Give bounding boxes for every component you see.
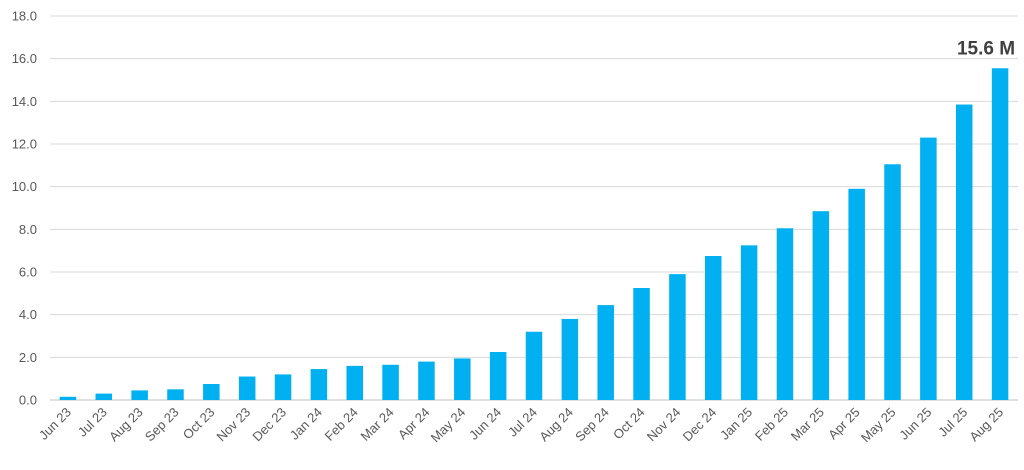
bar: [955, 104, 973, 401]
bar: [669, 274, 686, 400]
x-tick-label: Mar 24: [357, 405, 396, 444]
y-tick-label: 18.0: [12, 9, 37, 24]
bar: [561, 318, 579, 400]
x-tick-label: Apr 24: [395, 405, 433, 443]
bar: [274, 374, 292, 400]
bar: [812, 211, 830, 400]
bar: [346, 365, 363, 400]
x-tick-label: Jun 24: [466, 405, 504, 443]
x-tick-label: Jan 25: [717, 405, 755, 443]
y-tick-label: 2.0: [19, 350, 37, 365]
bar: [776, 228, 794, 400]
y-tick-label: 8.0: [19, 222, 37, 237]
bar: [454, 358, 471, 400]
bar: [920, 137, 937, 400]
y-tick-label: 16.0: [12, 51, 37, 66]
y-tick-label: 14.0: [12, 94, 37, 109]
x-tick-label: Aug 24: [536, 405, 576, 445]
x-tick-label: Nov 24: [644, 405, 684, 445]
x-tick-label: May 24: [428, 405, 469, 446]
x-tick-label: Jul 23: [75, 405, 110, 440]
bar: [597, 305, 614, 400]
bar: [705, 256, 722, 400]
x-tick-label: May 25: [858, 405, 899, 446]
x-tick-label: Oct 24: [610, 405, 648, 443]
bar: [131, 390, 148, 400]
y-tick-label: 12.0: [12, 137, 37, 152]
x-tick-label: Dec 24: [680, 405, 720, 445]
y-tick-label: 0.0: [19, 393, 37, 408]
x-tick-label: Jun 23: [36, 405, 74, 443]
bar: [633, 288, 650, 400]
x-tick-label: Dec 23: [249, 405, 289, 445]
bar: [59, 396, 77, 400]
bar: [418, 361, 435, 400]
bar: [95, 393, 113, 400]
y-tick-label: 10.0: [12, 179, 37, 194]
x-tick-label: Feb 25: [752, 405, 791, 444]
bar: [203, 384, 220, 400]
x-tick-label: Aug 23: [106, 405, 146, 445]
x-tick-label: Jan 24: [287, 405, 325, 443]
y-tick-label: 6.0: [19, 265, 37, 280]
bar: [991, 68, 1009, 401]
x-tick-label: Mar 25: [788, 405, 827, 444]
bar: [382, 364, 399, 400]
data-label: 15.6 M: [957, 38, 1015, 59]
bar: [848, 188, 865, 400]
x-tick-label: Sep 24: [572, 405, 612, 445]
bar: [884, 164, 901, 400]
bar: [525, 331, 543, 400]
bar: [740, 245, 758, 400]
x-tick-label: Jul 24: [505, 405, 540, 440]
x-tick-label: Sep 23: [142, 405, 182, 445]
y-tick-label: 4.0: [19, 307, 37, 322]
x-tick-label: Feb 24: [322, 405, 361, 444]
x-tick-label: Jul 25: [935, 405, 970, 440]
bar: [167, 389, 184, 400]
bar: [238, 376, 256, 400]
x-tick-label: Aug 25: [966, 405, 1006, 445]
x-tick-label: Oct 23: [180, 405, 218, 443]
bar: [310, 369, 328, 400]
x-tick-label: Nov 23: [214, 405, 254, 445]
bar: [489, 352, 507, 400]
x-tick-label: Apr 25: [825, 405, 863, 443]
x-tick-label: Jun 25: [896, 405, 934, 443]
